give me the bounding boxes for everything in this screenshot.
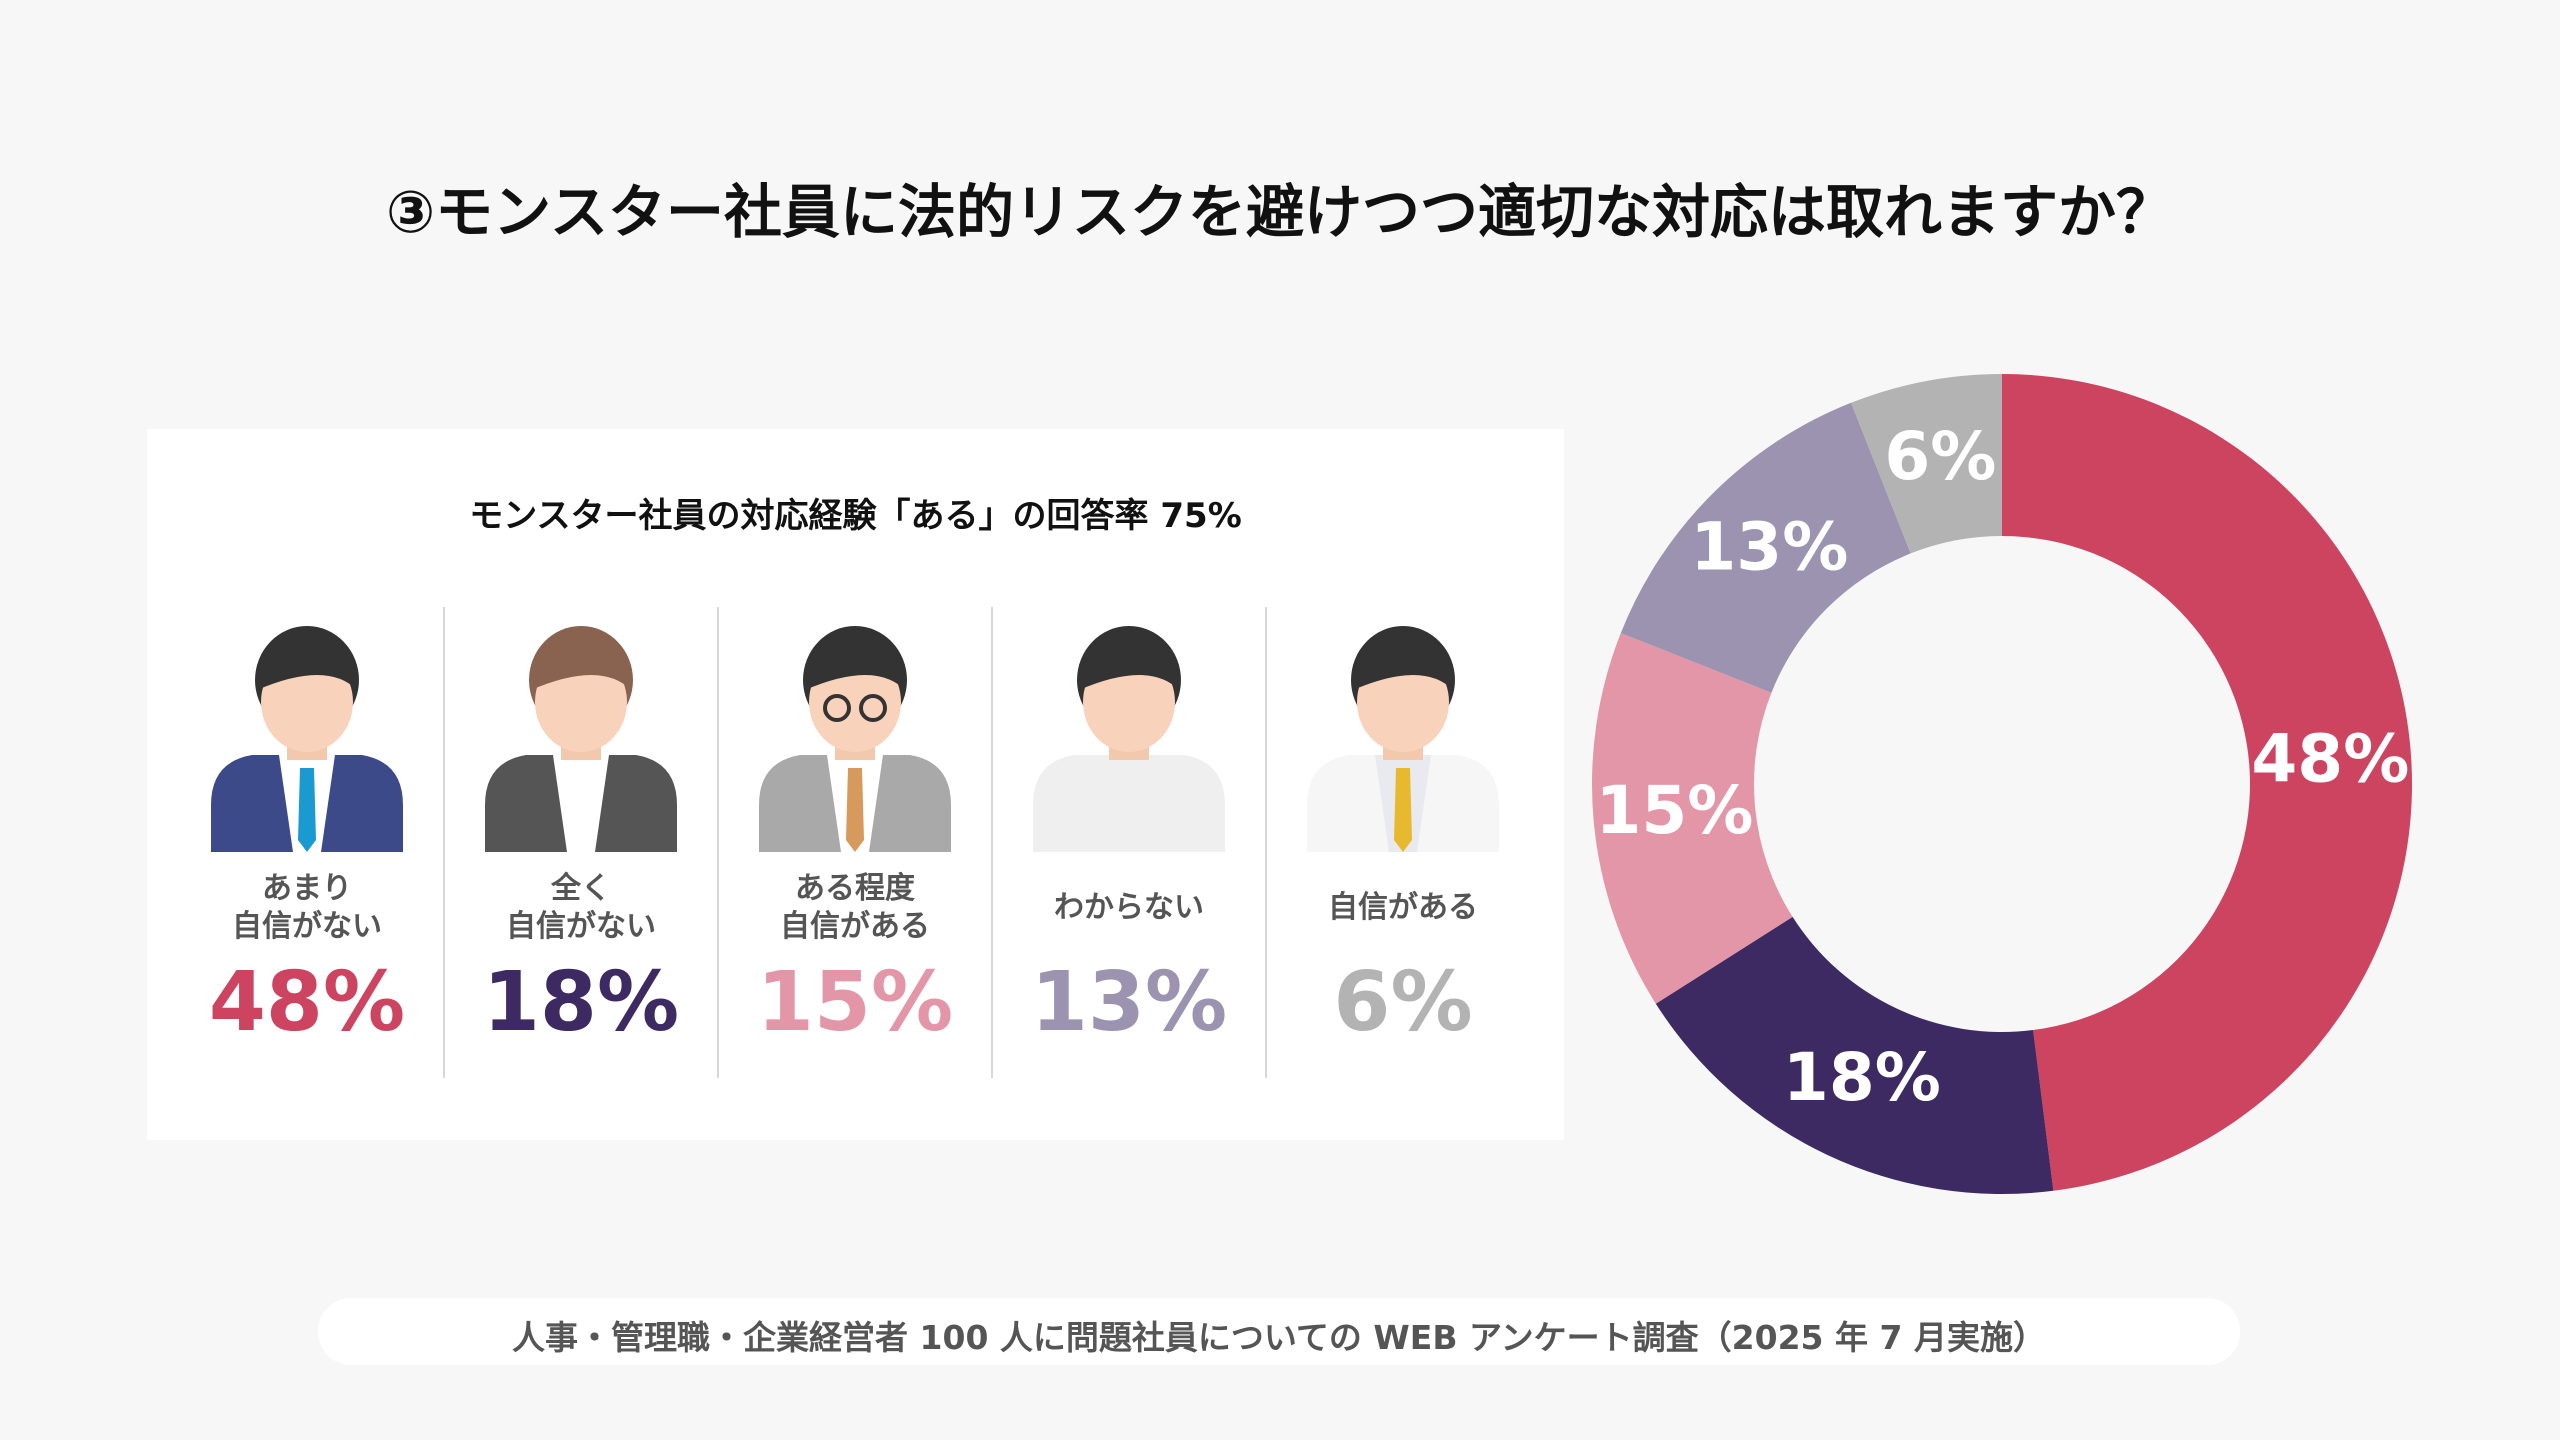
segment-label: 18%: [1783, 1039, 1941, 1116]
shirt: [1101, 755, 1157, 852]
tie: [1394, 768, 1412, 852]
title: ③モンスター社員に法的リスクを避けつつ適切な対応は取れますか？: [386, 178, 2174, 246]
person-icon: [759, 626, 951, 852]
hair-top: [805, 630, 905, 690]
source-pill: [318, 1298, 2240, 1365]
segment-label: 13%: [1690, 508, 1848, 585]
tie: [846, 768, 864, 852]
hair-top: [1079, 630, 1179, 690]
person-icon: [211, 626, 403, 852]
donut-segment: [1592, 633, 1793, 1004]
segment-label: 6%: [1884, 418, 1996, 495]
shirt: [553, 755, 609, 852]
category-label: 全く 自信がない: [506, 871, 656, 944]
person-icon: [485, 626, 677, 852]
value-label: 13%: [1030, 955, 1228, 1050]
donut-segment: [2002, 374, 2412, 1191]
category-label: ある程度 自信がある: [780, 871, 930, 944]
glasses: [859, 694, 887, 722]
donut-segment: [1620, 402, 1911, 693]
hair-top: [531, 630, 631, 690]
person-icon: [1033, 626, 1225, 852]
tie: [298, 768, 316, 852]
category-label: 自信がある: [1328, 890, 1478, 925]
value-label: 18%: [482, 955, 680, 1050]
source: 人事・管理職・企業経営者 100 人に問題社員についての WEB アンケート調査…: [512, 1318, 2046, 1357]
value-label: 6%: [1333, 955, 1473, 1050]
person-icon: [1307, 626, 1499, 852]
donut-segment: [1655, 916, 2054, 1194]
hair-top: [257, 630, 357, 690]
value-label: 48%: [208, 955, 406, 1050]
segment-label: 48%: [2251, 720, 2409, 797]
segment-label: 15%: [1595, 772, 1753, 849]
donut-segment: [1851, 374, 2002, 554]
hair-top: [1353, 630, 1453, 690]
value-label: 15%: [756, 955, 954, 1050]
glasses: [823, 694, 851, 722]
subtitle: モンスター社員の対応経験「ある」の回答率 75%: [469, 496, 1242, 536]
category-label: わからない: [1054, 890, 1204, 925]
category-label: あまり 自信がない: [232, 871, 382, 944]
